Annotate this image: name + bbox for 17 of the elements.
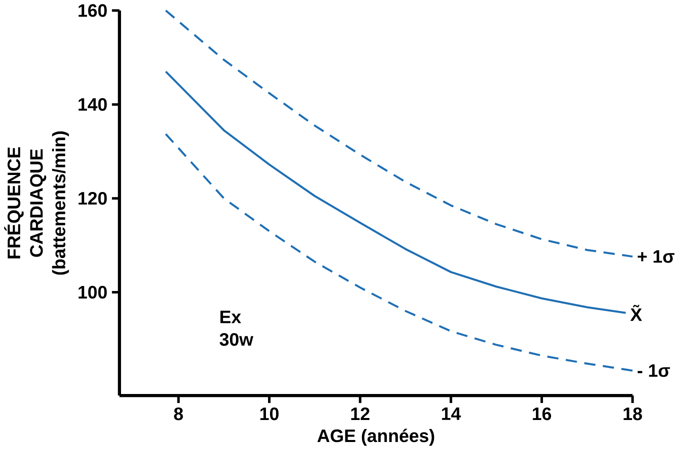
series-label: - 1σ	[638, 364, 670, 377]
y-axis-title: FRÉQUENCE CARDIAQUE (battements/min)	[4, 131, 69, 275]
x-axis-title: AGE (années)	[317, 428, 434, 446]
y-tick-label: 120	[78, 192, 107, 205]
x-tick-label: 10	[260, 408, 279, 420]
x-tick-label: 8	[174, 408, 183, 420]
annotation: Ex 30w	[220, 310, 254, 346]
series-label: + 1σ	[638, 250, 674, 263]
y-tick-label: 160	[78, 4, 107, 17]
line-series	[164, 10, 634, 258]
x-tick-label: 18	[624, 408, 642, 420]
y-tick-label: 140	[78, 98, 107, 111]
x-tick-label: 12	[351, 408, 370, 420]
x-tick-label: 16	[532, 408, 552, 420]
x-tick-label: 14	[442, 407, 461, 420]
y-tick-label: 100	[78, 286, 107, 299]
series-label: X̃	[630, 304, 642, 321]
